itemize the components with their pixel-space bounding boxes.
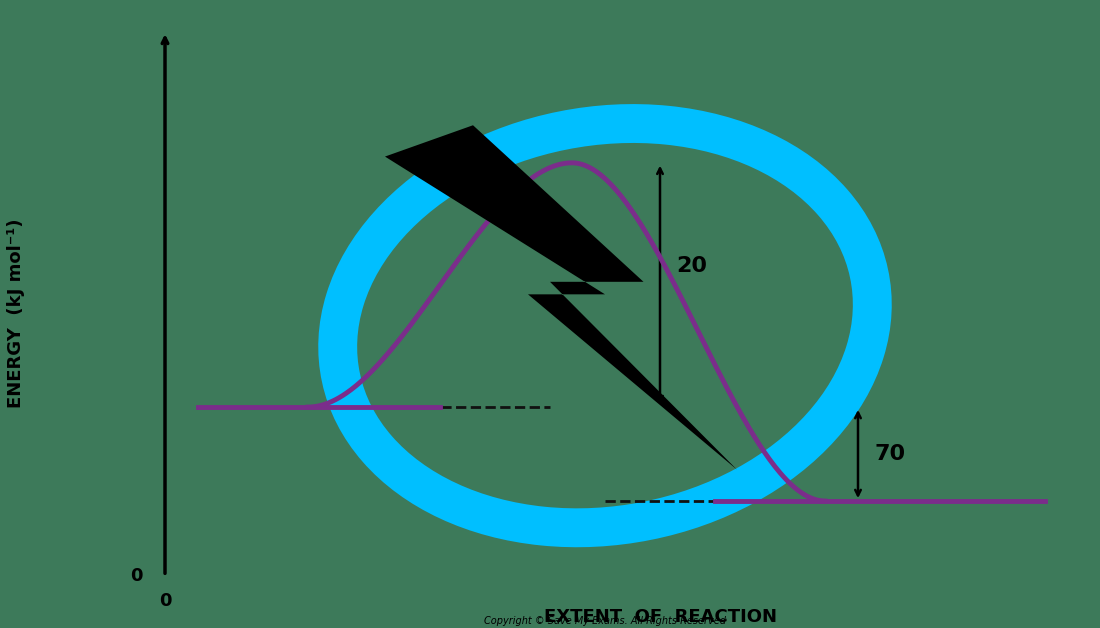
Text: ENERGY  (kJ mol⁻¹): ENERGY (kJ mol⁻¹) [8, 219, 25, 408]
Text: 0: 0 [158, 592, 172, 610]
Text: 20: 20 [676, 256, 707, 276]
Text: 0: 0 [131, 567, 143, 585]
Text: EXTENT  OF  REACTION: EXTENT OF REACTION [543, 608, 777, 626]
Text: 70: 70 [874, 444, 905, 464]
Polygon shape [385, 125, 737, 470]
Text: Copyright © Save My Exams. All Rights Reserved: Copyright © Save My Exams. All Rights Re… [484, 616, 726, 626]
